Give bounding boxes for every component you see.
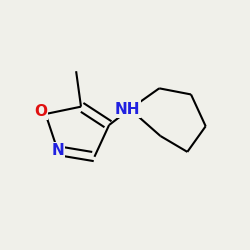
Text: NH: NH (115, 102, 140, 116)
Text: N: N (52, 143, 64, 158)
Text: O: O (34, 104, 47, 119)
